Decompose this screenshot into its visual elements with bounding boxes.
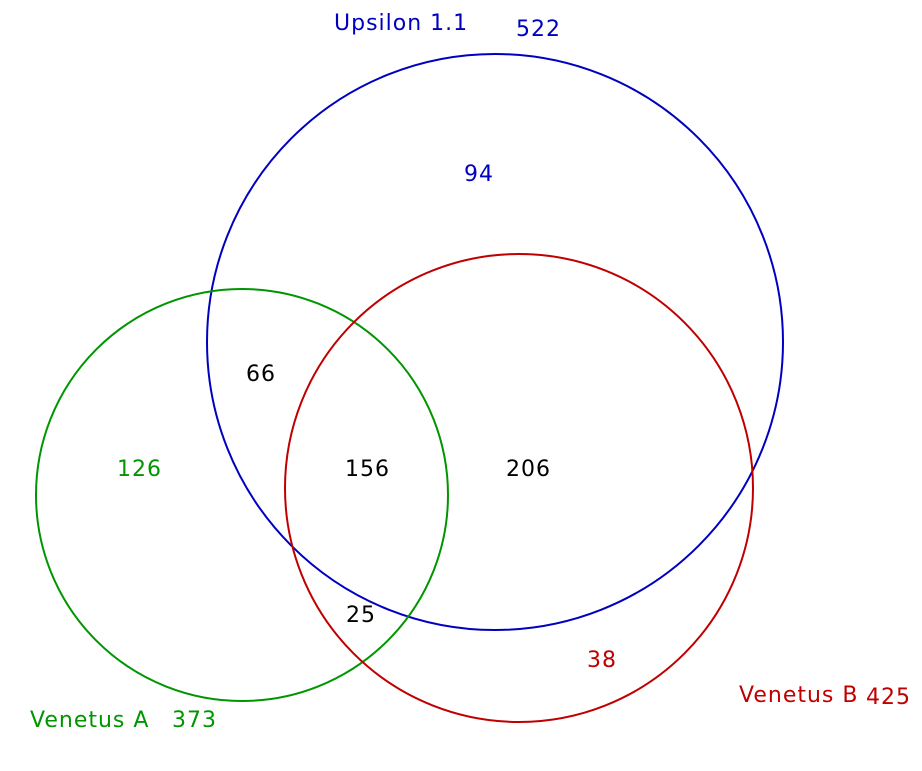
venetus-b-circle <box>284 253 754 723</box>
region-venetus-a-venetus-b: 25 <box>346 603 376 628</box>
venetus-a-circle <box>35 288 449 702</box>
region-upsilon-venetus-a: 66 <box>246 362 276 387</box>
region-upsilon-only: 94 <box>464 162 494 187</box>
venetus-a-total: 373 <box>172 708 217 733</box>
region-venetus-b-only: 38 <box>587 648 617 673</box>
region-venetus-a-only: 126 <box>117 457 162 482</box>
upsilon-total: 522 <box>516 17 561 42</box>
region-upsilon-venetus-b: 206 <box>506 457 551 482</box>
upsilon-circle <box>206 53 784 631</box>
region-all-three: 156 <box>345 457 390 482</box>
venetus-a-name: Venetus A <box>30 708 149 733</box>
venetus-b-name: Venetus B <box>739 683 858 708</box>
upsilon-name: Upsilon 1.1 <box>334 11 468 36</box>
venetus-b-total: 425 <box>866 685 911 710</box>
